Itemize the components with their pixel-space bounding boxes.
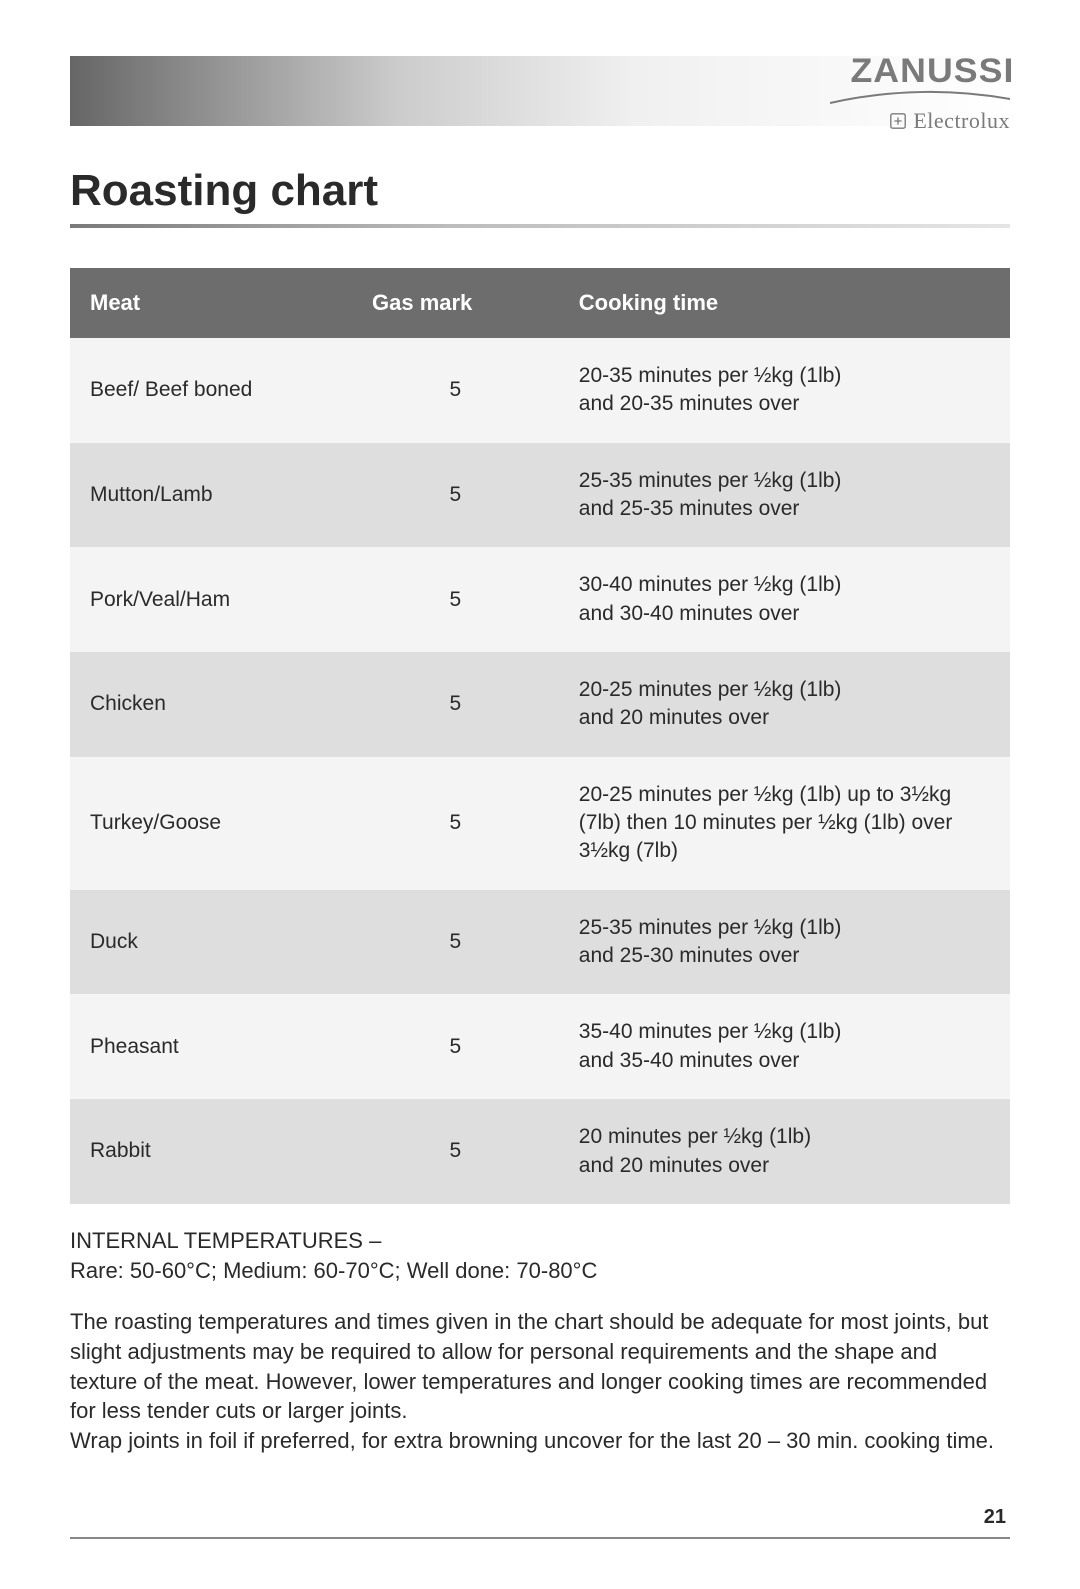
cell-cooking-time: 30-40 minutes per ½kg (1lb)and 30-40 min… bbox=[559, 547, 1010, 652]
electrolux-icon bbox=[889, 112, 907, 130]
note-paragraph-1: The roasting temperatures and times give… bbox=[70, 1307, 1010, 1426]
table-row: Pork/Veal/Ham 5 30-40 minutes per ½kg (1… bbox=[70, 547, 1010, 652]
internal-temperatures-label: INTERNAL TEMPERATURES – bbox=[70, 1228, 381, 1253]
page-title: Roasting chart bbox=[70, 166, 1010, 216]
cell-gas-mark: 5 bbox=[352, 652, 559, 757]
internal-temperatures: INTERNAL TEMPERATURES – Rare: 50-60°C; M… bbox=[70, 1226, 1010, 1285]
col-header-meat: Meat bbox=[70, 268, 352, 338]
cell-meat: Pheasant bbox=[70, 994, 352, 1099]
table-header-row: Meat Gas mark Cooking time bbox=[70, 268, 1010, 338]
internal-temperatures-values: Rare: 50-60°C; Medium: 60-70°C; Well don… bbox=[70, 1258, 597, 1283]
table-row: Duck 5 25-35 minutes per ½kg (1lb)and 25… bbox=[70, 890, 1010, 995]
cell-meat: Beef/ Beef boned bbox=[70, 338, 352, 443]
cell-cooking-time: 25-35 minutes per ½kg (1lb)and 25-30 min… bbox=[559, 890, 1010, 995]
notes-section: INTERNAL TEMPERATURES – Rare: 50-60°C; M… bbox=[70, 1226, 1010, 1456]
cell-gas-mark: 5 bbox=[352, 1099, 559, 1204]
title-underline bbox=[70, 224, 1010, 228]
brand-electrolux-text: Electrolux bbox=[913, 108, 1010, 134]
cell-gas-mark: 5 bbox=[352, 890, 559, 995]
cell-cooking-time: 20 minutes per ½kg (1lb)and 20 minutes o… bbox=[559, 1099, 1010, 1204]
cell-cooking-time: 20-25 minutes per ½kg (1lb)and 20 minute… bbox=[559, 652, 1010, 757]
cell-gas-mark: 5 bbox=[352, 338, 559, 443]
table-row: Turkey/Goose 5 20-25 minutes per ½kg (1l… bbox=[70, 757, 1010, 890]
table-row: Pheasant 5 35-40 minutes per ½kg (1lb)an… bbox=[70, 994, 1010, 1099]
brand-zanussi-logo: ZANUSSI bbox=[826, 52, 1015, 91]
table-row: Rabbit 5 20 minutes per ½kg (1lb)and 20 … bbox=[70, 1099, 1010, 1204]
col-header-gas-mark: Gas mark bbox=[352, 268, 559, 338]
cell-gas-mark: 5 bbox=[352, 994, 559, 1099]
cell-cooking-time: 25-35 minutes per ½kg (1lb)and 25-35 min… bbox=[559, 443, 1010, 548]
cell-meat: Turkey/Goose bbox=[70, 757, 352, 890]
cell-cooking-time: 20-25 minutes per ½kg (1lb) up to 3½kg (… bbox=[559, 757, 1010, 890]
col-header-cooking-time: Cooking time bbox=[559, 268, 1010, 338]
cell-gas-mark: 5 bbox=[352, 757, 559, 890]
cell-meat: Pork/Veal/Ham bbox=[70, 547, 352, 652]
page-number: 21 bbox=[984, 1506, 1006, 1529]
cell-meat: Duck bbox=[70, 890, 352, 995]
roasting-table-wrap: Meat Gas mark Cooking time Beef/ Beef bo… bbox=[70, 268, 1010, 1204]
footer-rule bbox=[70, 1537, 1010, 1539]
table-body: Beef/ Beef boned 5 20-35 minutes per ½kg… bbox=[70, 338, 1010, 1204]
cell-meat: Rabbit bbox=[70, 1099, 352, 1204]
note-paragraph-2: Wrap joints in foil if preferred, for ex… bbox=[70, 1426, 1010, 1456]
brand-electrolux-logo: Electrolux bbox=[830, 108, 1010, 134]
cell-meat: Mutton/Lamb bbox=[70, 443, 352, 548]
table-row: Mutton/Lamb 5 25-35 minutes per ½kg (1lb… bbox=[70, 443, 1010, 548]
cell-cooking-time: 20-35 minutes per ½kg (1lb)and 20-35 min… bbox=[559, 338, 1010, 443]
roasting-table: Meat Gas mark Cooking time Beef/ Beef bo… bbox=[70, 268, 1010, 1204]
cell-cooking-time: 35-40 minutes per ½kg (1lb)and 35-40 min… bbox=[559, 994, 1010, 1099]
header-bar: ZANUSSI Electrolux bbox=[70, 56, 1010, 126]
table-row: Beef/ Beef boned 5 20-35 minutes per ½kg… bbox=[70, 338, 1010, 443]
cell-gas-mark: 5 bbox=[352, 443, 559, 548]
brand-block: ZANUSSI Electrolux bbox=[830, 52, 1010, 134]
brand-swoosh-icon bbox=[830, 89, 1010, 107]
cell-gas-mark: 5 bbox=[352, 547, 559, 652]
cell-meat: Chicken bbox=[70, 652, 352, 757]
table-row: Chicken 5 20-25 minutes per ½kg (1lb)and… bbox=[70, 652, 1010, 757]
